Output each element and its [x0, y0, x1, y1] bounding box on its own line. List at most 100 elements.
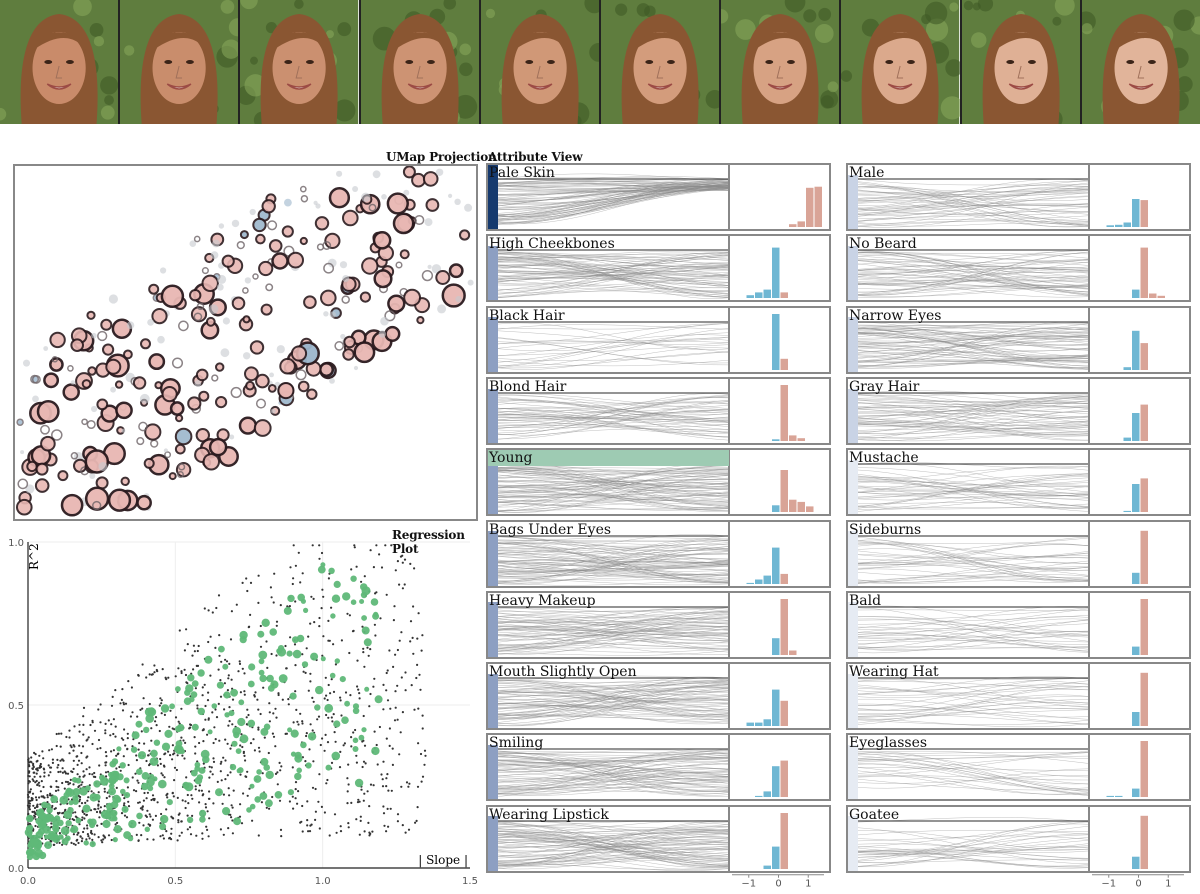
attribute-card[interactable]: Pale Skin — [486, 163, 831, 231]
face-thumbnail[interactable] — [0, 0, 121, 124]
regression-point — [243, 672, 246, 675]
regression-point — [278, 761, 281, 764]
regression-point — [30, 761, 33, 764]
face-thumbnail[interactable] — [480, 0, 602, 124]
histogram-bar — [806, 187, 814, 227]
face-thumbnail[interactable] — [721, 0, 842, 124]
regression-point — [227, 724, 230, 727]
face-thumbnail[interactable] — [601, 0, 722, 124]
regression-highlight-point — [159, 823, 167, 831]
regression-point — [292, 721, 295, 724]
regression-point — [105, 796, 108, 800]
regression-highlight-point — [290, 729, 299, 738]
attribute-card[interactable]: Bald — [846, 590, 1191, 659]
regression-point — [78, 723, 81, 726]
regression-point — [229, 813, 232, 816]
regression-point — [103, 836, 107, 839]
regression-point — [57, 763, 60, 767]
regression-point — [153, 671, 156, 674]
regression-highlight-point — [317, 565, 326, 574]
umap-point — [236, 240, 245, 250]
umap-point — [242, 287, 249, 294]
face-thumbnail[interactable] — [240, 0, 361, 124]
umap-point — [380, 316, 389, 326]
attribute-card[interactable]: Wearing Hat — [846, 662, 1191, 731]
attribute-card[interactable]: Mouth Slightly Open — [486, 662, 831, 731]
regression-point — [207, 835, 210, 838]
umap-point — [123, 349, 133, 360]
regression-highlight-point — [248, 663, 256, 671]
umap-point — [164, 451, 172, 459]
umap-point — [201, 267, 209, 275]
attribute-trajectory-lines — [498, 606, 728, 656]
regression-highlight-point — [331, 594, 341, 603]
regression-point — [417, 707, 420, 710]
regression-highlight-point — [120, 788, 126, 795]
regression-point — [347, 783, 350, 786]
face-thumbnail[interactable] — [961, 0, 1082, 124]
regression-point — [163, 713, 166, 716]
attribute-card[interactable]: Smiling — [486, 733, 831, 802]
regression-point — [256, 698, 259, 701]
attribute-card[interactable]: Bags Under Eyes — [486, 519, 831, 588]
regression-point — [309, 672, 312, 675]
umap-point — [212, 239, 220, 248]
umap-point — [277, 382, 295, 400]
regression-point — [180, 707, 183, 710]
regression-highlight-point — [26, 853, 34, 861]
regression-point — [389, 807, 392, 810]
regression-point — [104, 729, 107, 732]
regression-point — [34, 781, 37, 784]
attribute-card[interactable]: Young — [486, 448, 831, 517]
regression-point — [366, 790, 369, 793]
attribute-card[interactable]: No Beard — [846, 234, 1191, 303]
regression-point — [72, 783, 75, 786]
regression-point — [103, 787, 106, 790]
attribute-card[interactable]: Black Hair — [486, 305, 831, 374]
umap-scatter[interactable] — [15, 166, 476, 519]
face-thumbnail[interactable] — [1081, 0, 1200, 124]
regression-highlight-point — [342, 592, 351, 601]
regression-highlight-point — [197, 669, 205, 677]
attribute-card[interactable]: Sideburns — [846, 519, 1191, 588]
regression-point — [281, 698, 284, 701]
histogram-bar — [755, 796, 763, 798]
regression-point — [168, 725, 171, 728]
attribute-card[interactable]: Blond Hair — [486, 376, 831, 445]
attribute-score-bar — [488, 236, 498, 301]
histogram-bar — [1132, 646, 1140, 655]
card-divider — [728, 664, 730, 729]
regression-scatter[interactable]: 0.0 0.5 1.0 1.50.00.51.0 R^2| Slope | — [0, 530, 480, 894]
face-thumbnail[interactable] — [120, 0, 241, 124]
face-thumbnail[interactable] — [841, 0, 962, 124]
regression-point — [245, 723, 248, 726]
attribute-card[interactable]: Narrow Eyes — [846, 305, 1191, 374]
attribute-card[interactable]: Goatee — [846, 804, 1191, 873]
attribute-card[interactable]: High Cheekbones — [486, 234, 831, 303]
regression-point — [313, 621, 316, 624]
regression-point — [176, 754, 179, 757]
attribute-card[interactable]: Wearing Lipstick — [486, 804, 831, 873]
umap-point — [276, 345, 285, 354]
umap-point — [314, 216, 330, 231]
attribute-card[interactable]: Eyeglasses — [846, 733, 1191, 802]
umap-point — [96, 398, 109, 411]
regression-highlight-point — [66, 788, 75, 797]
regression-point — [355, 818, 358, 821]
attribute-histogram — [789, 186, 822, 227]
regression-point — [186, 643, 189, 646]
regression-point — [146, 809, 149, 812]
umap-point — [459, 229, 471, 241]
face-thumbnail[interactable] — [360, 0, 481, 124]
umap-point — [295, 369, 307, 381]
regression-highlight-point — [344, 700, 350, 707]
attribute-card[interactable]: Mustache — [846, 448, 1191, 517]
regression-point — [188, 826, 192, 829]
regression-highlight-point — [294, 772, 302, 781]
attribute-card[interactable]: Male — [846, 163, 1191, 231]
umap-point — [139, 393, 150, 404]
attribute-card[interactable]: Heavy Makeup — [486, 590, 831, 659]
umap-projection-panel[interactable] — [13, 164, 478, 521]
regression-plot-panel[interactable]: Regression Plot 0.0 0.5 1.0 1.5 0.0 0.5 1.0 R^2… — [0, 528, 480, 894]
attribute-card[interactable]: Gray Hair — [846, 376, 1191, 445]
